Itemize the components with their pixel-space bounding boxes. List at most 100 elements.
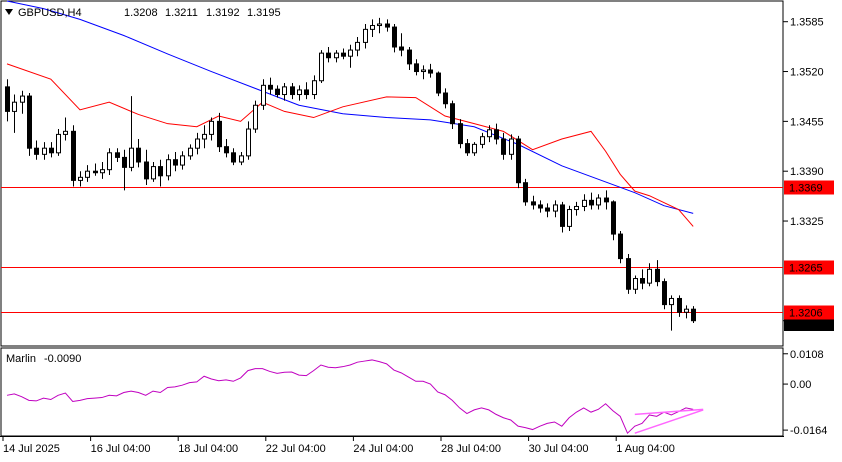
bullish-candle (166, 159, 171, 177)
horizontal-levels (1, 187, 783, 313)
bearish-candle (5, 86, 10, 112)
bearish-candle (115, 152, 120, 158)
bullish-candle (377, 23, 382, 27)
bullish-candle (509, 138, 514, 155)
bearish-candle (93, 170, 98, 174)
divergence-line (634, 409, 704, 434)
bearish-candle (691, 308, 696, 322)
level-tag-label: 1.3265 (789, 263, 823, 275)
bearish-candle (136, 147, 141, 163)
bearish-candle (523, 182, 528, 203)
bullish-candle (669, 297, 674, 306)
level-tag (784, 180, 834, 195)
bearish-candle (626, 258, 631, 290)
bullish-candle (282, 86, 287, 96)
bullish-candle (42, 147, 47, 155)
bullish-candle (253, 104, 258, 130)
price-panel[interactable] (0, 0, 784, 347)
bullish-candle (129, 147, 134, 168)
level-tag (784, 305, 834, 320)
bullish-candle (107, 152, 112, 171)
bearish-candle (385, 23, 390, 28)
bearish-candle (655, 268, 660, 283)
bullish-candle (209, 120, 214, 135)
price-tick-label: 1.3520 (790, 67, 824, 79)
bullish-candle (312, 80, 317, 96)
bullish-candle (567, 209, 572, 227)
bearish-candle (611, 201, 616, 235)
bearish-candle (275, 88, 280, 96)
bearish-candle (407, 49, 412, 65)
time-tick-label: 18 Jul 04:00 (178, 443, 238, 455)
bullish-candle (421, 69, 426, 73)
bearish-candle (231, 152, 236, 163)
close-value: 1.3195 (247, 7, 281, 19)
indicator-tick-label: -0.0164 (790, 425, 827, 437)
dropdown-arrow-icon[interactable] (5, 9, 13, 15)
bullish-candle (297, 89, 302, 96)
time-tick-label: 24 Jul 04:00 (353, 443, 413, 455)
bullish-candle (582, 199, 587, 207)
current-price-tag (784, 319, 834, 331)
bearish-candle (538, 204, 543, 209)
bearish-candle (589, 199, 594, 206)
time-tick-label: 28 Jul 04:00 (441, 443, 501, 455)
bearish-candle (217, 120, 222, 148)
bullish-candle (20, 95, 25, 103)
bullish-candle (334, 52, 339, 59)
bullish-candle (647, 268, 652, 284)
open-value: 1.3208 (124, 7, 158, 19)
bearish-candle (173, 159, 178, 166)
bullish-candle (151, 166, 156, 180)
bullish-candle (633, 278, 638, 290)
time-tick-label: 22 Jul 04:00 (266, 443, 326, 455)
divergence-line (634, 408, 704, 416)
marlin-line (6, 359, 694, 435)
bearish-candle (49, 147, 54, 154)
bearish-candle (144, 161, 149, 180)
time-tick-label: 16 Jul 04:00 (91, 443, 151, 455)
bullish-candle (596, 197, 601, 206)
bearish-candle (494, 129, 499, 140)
bullish-candle (188, 147, 193, 157)
bearish-candle (604, 197, 609, 203)
bearish-candle (677, 297, 682, 313)
bearish-candle (399, 46, 404, 51)
bearish-candle (436, 72, 441, 94)
bearish-candle (304, 89, 309, 96)
bearish-candle (458, 123, 463, 145)
bearish-candle (531, 201, 536, 206)
bullish-candle (100, 169, 105, 174)
bearish-candle (443, 92, 448, 105)
bearish-candle (560, 204, 565, 227)
low-value: 1.3192 (206, 7, 240, 19)
symbol-label: GBPUSD,H4 (18, 7, 82, 19)
bullish-candle (78, 176, 83, 181)
bearish-candle (450, 103, 455, 125)
bullish-candle (85, 170, 90, 178)
marlin-oscillator (6, 359, 704, 435)
moving-averages (6, 0, 694, 227)
bearish-candle (662, 281, 667, 306)
level-tag-label: 1.3369 (789, 183, 823, 195)
bullish-candle (480, 136, 485, 145)
time-tick-label: 30 Jul 04:00 (529, 443, 589, 455)
indicator-panel[interactable] (0, 347, 784, 437)
bearish-candle (414, 63, 419, 73)
indicator-value: -0.0090 (44, 353, 81, 365)
bullish-candle (553, 204, 558, 212)
bearish-candle (516, 138, 521, 184)
bullish-candle (56, 133, 61, 154)
bullish-candle (180, 155, 185, 166)
bullish-candle (574, 205, 579, 211)
bearish-candle (122, 156, 127, 168)
bullish-candle (239, 155, 244, 163)
bearish-candle (341, 52, 346, 57)
bullish-candle (246, 128, 251, 157)
price-tick-label: 1.3585 (790, 17, 824, 29)
candles (5, 17, 696, 331)
bullish-candle (12, 101, 17, 112)
